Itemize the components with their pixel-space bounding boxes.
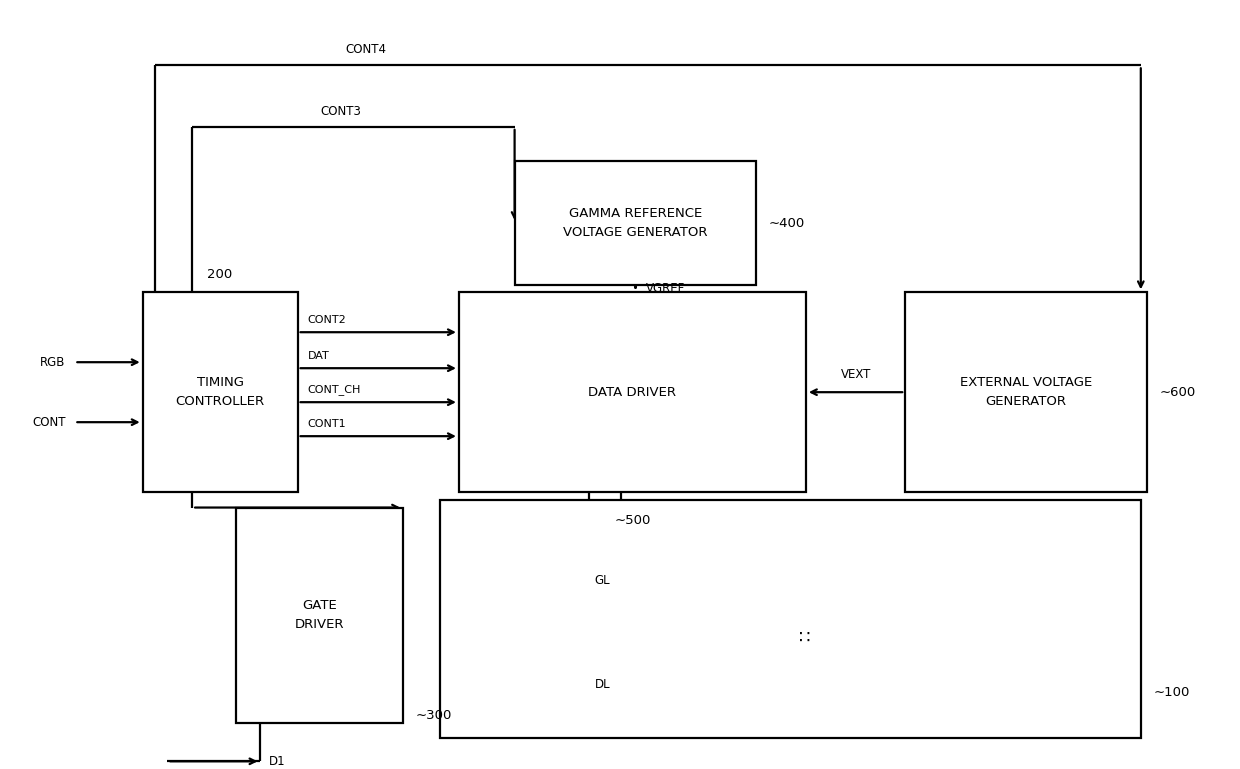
Text: CONT4: CONT4 xyxy=(345,43,387,56)
Text: GL: GL xyxy=(595,574,610,587)
Text: 200: 200 xyxy=(207,268,233,281)
Text: CONT3: CONT3 xyxy=(321,105,361,118)
Bar xyxy=(515,161,756,285)
Text: ∼500: ∼500 xyxy=(614,514,651,527)
Text: CONT: CONT xyxy=(32,416,66,428)
Text: ∼400: ∼400 xyxy=(769,217,805,229)
Text: TIMING
CONTROLLER: TIMING CONTROLLER xyxy=(176,376,264,408)
Bar xyxy=(236,508,403,723)
Text: CONT1: CONT1 xyxy=(308,419,346,429)
Text: GAMMA REFERENCE
VOLTAGE GENERATOR: GAMMA REFERENCE VOLTAGE GENERATOR xyxy=(563,207,708,239)
Text: ∼100: ∼100 xyxy=(1153,686,1189,698)
Text: RGB: RGB xyxy=(41,356,66,368)
Text: DAT: DAT xyxy=(308,351,330,361)
Text: ∼600: ∼600 xyxy=(1159,386,1195,398)
Bar xyxy=(143,292,298,492)
Text: EXTERNAL VOLTAGE
GENERATOR: EXTERNAL VOLTAGE GENERATOR xyxy=(960,376,1092,408)
Text: CONT_CH: CONT_CH xyxy=(308,384,361,395)
Text: DL: DL xyxy=(595,678,610,691)
Bar xyxy=(440,500,1141,738)
Text: VGREF: VGREF xyxy=(645,282,684,295)
Text: VEXT: VEXT xyxy=(841,368,870,381)
Bar xyxy=(905,292,1147,492)
Text: ∼300: ∼300 xyxy=(415,709,451,721)
Text: ∷: ∷ xyxy=(799,629,810,647)
Text: CONT2: CONT2 xyxy=(308,315,346,325)
Text: GATE
DRIVER: GATE DRIVER xyxy=(295,599,343,631)
Text: D1: D1 xyxy=(269,755,285,767)
Bar xyxy=(459,292,806,492)
Text: DATA DRIVER: DATA DRIVER xyxy=(589,386,676,398)
